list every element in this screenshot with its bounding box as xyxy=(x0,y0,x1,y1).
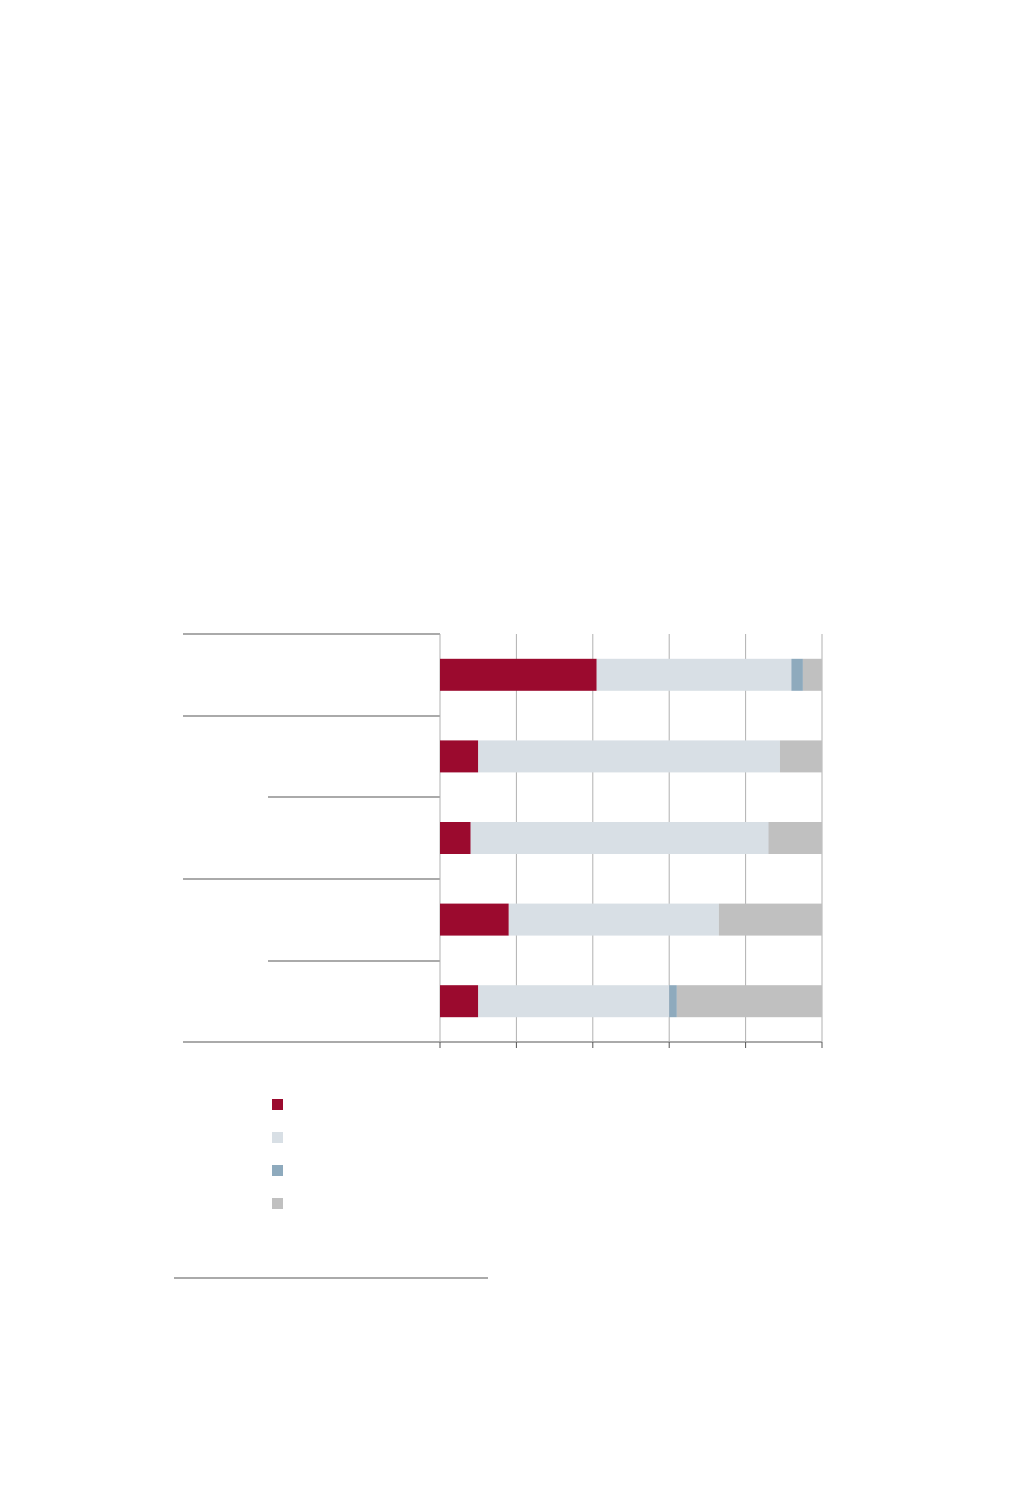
bar-segment xyxy=(508,903,719,936)
bar-segment xyxy=(440,658,597,691)
legend-swatch xyxy=(272,1132,283,1143)
bar-segment xyxy=(596,658,792,691)
bar-segment xyxy=(440,740,479,773)
bar-segment xyxy=(802,658,822,691)
bar-segment xyxy=(440,903,509,936)
bar-segment xyxy=(669,985,677,1018)
bar-segment xyxy=(718,903,822,936)
bar-segment xyxy=(779,740,822,773)
bar-segment xyxy=(440,822,471,854)
legend-swatch xyxy=(272,1165,283,1176)
bar-segment xyxy=(478,985,670,1018)
bar-segment xyxy=(470,822,769,854)
bar-segment xyxy=(676,985,822,1018)
legend-swatch xyxy=(272,1198,283,1209)
legend-swatch xyxy=(272,1099,283,1110)
bar-segment xyxy=(478,740,780,773)
bar-segment xyxy=(791,658,803,691)
bar-segment xyxy=(768,822,822,854)
bar-segment xyxy=(440,985,479,1018)
